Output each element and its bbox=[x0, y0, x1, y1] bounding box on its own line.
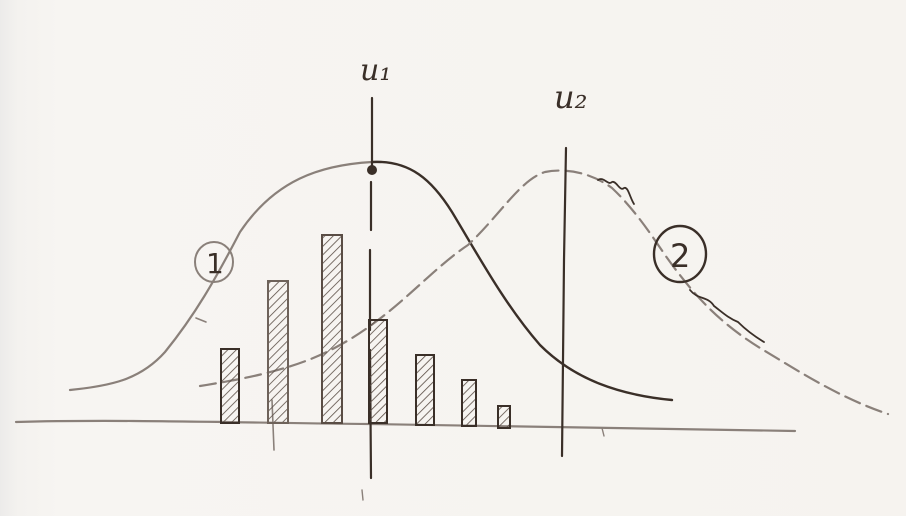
curve-1-left bbox=[68, 160, 374, 392]
u1-line bbox=[368, 96, 374, 480]
u2-label: u₂ bbox=[554, 78, 587, 116]
curve-1-label: 1 bbox=[206, 247, 224, 280]
histogram-bars bbox=[220, 234, 511, 429]
bar-7 bbox=[497, 405, 511, 429]
u1-label: u₁ bbox=[360, 53, 391, 88]
curve-1-tick bbox=[195, 317, 207, 323]
bar-5 bbox=[415, 354, 435, 426]
curve-1-marker: 1 bbox=[194, 241, 234, 283]
curve-2-squiggle-mid bbox=[689, 289, 765, 343]
u1-peak-marker bbox=[367, 165, 377, 175]
bar-3 bbox=[321, 234, 343, 424]
curve-1-right bbox=[370, 160, 674, 402]
curve-2-label: 2 bbox=[670, 237, 690, 275]
bar-4 bbox=[368, 319, 388, 424]
u2-line bbox=[560, 146, 568, 458]
x-axis-line bbox=[14, 419, 797, 433]
curve-2 bbox=[198, 169, 890, 416]
bar-2 bbox=[267, 280, 289, 424]
curve-2-squiggle-top bbox=[597, 178, 635, 205]
bar-6 bbox=[461, 379, 477, 427]
curve-2-marker: 2 bbox=[652, 224, 708, 284]
bar-1 bbox=[220, 348, 240, 424]
